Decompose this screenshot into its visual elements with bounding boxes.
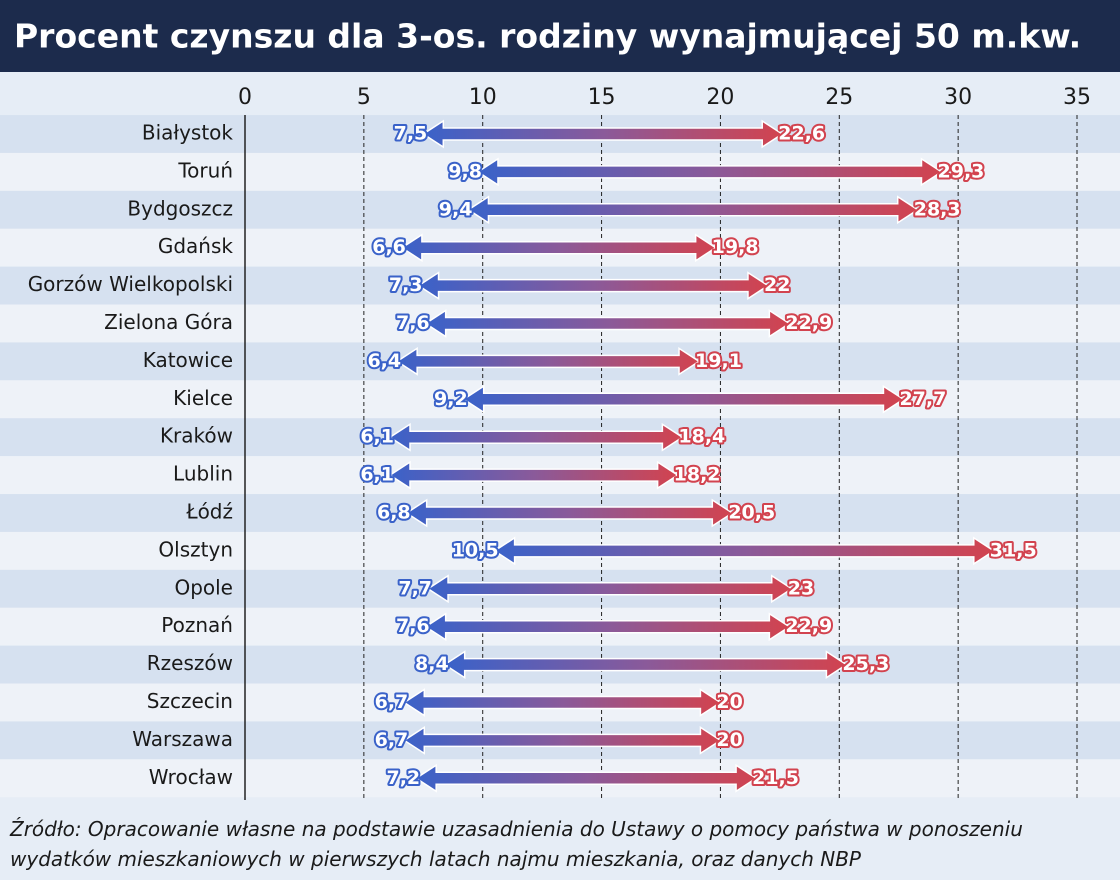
high-label: 27,7 [899, 388, 946, 410]
y-tick-label: Bydgoszcz [127, 196, 233, 220]
low-label: 7,6 [396, 312, 430, 334]
x-tick-label: 35 [1063, 85, 1091, 110]
range-arrow [417, 271, 770, 300]
range-arrow [424, 309, 791, 338]
low-label: 6,6 [372, 236, 406, 258]
low-label: 9,4 [439, 198, 473, 220]
y-tick-label: Białystok [142, 121, 234, 145]
high-label: 20 [716, 691, 742, 713]
high-label: 18,4 [678, 426, 725, 448]
y-tick-label: Kielce [173, 386, 233, 410]
low-label: 7,6 [396, 615, 430, 637]
range-arrow [467, 195, 920, 225]
x-tick-label: 10 [469, 85, 497, 110]
x-tick-label: 5 [357, 85, 371, 110]
title-bar [0, 0, 1120, 72]
y-tick-label: Lublin [173, 462, 233, 486]
y-tick-label: Katowice [143, 348, 233, 372]
y-tick-label: Toruń [177, 158, 233, 182]
range-arrow [424, 612, 791, 642]
range-arrow [400, 233, 718, 263]
high-label: 20 [716, 729, 742, 751]
high-label: 31,5 [990, 539, 1037, 561]
range-arrow [476, 157, 943, 187]
x-tick-label: 15 [588, 85, 616, 110]
low-label: 10,5 [452, 539, 499, 561]
y-tick-label: Łódź [185, 500, 233, 524]
source-note: Źródło: Opracowanie własne na podstawie … [10, 817, 1023, 871]
high-label: 19,8 [712, 236, 759, 258]
y-tick-label: Olsztyn [158, 537, 233, 561]
range-arrow [402, 726, 722, 755]
range-arrow [462, 384, 905, 414]
x-tick-label: 0 [238, 85, 252, 110]
y-tick-label: Gorzów Wielkopolski [28, 272, 233, 296]
low-label: 7,2 [386, 767, 420, 789]
low-label: 7,7 [398, 577, 432, 599]
range-arrow [414, 763, 758, 793]
y-tick-label: Rzeszów [147, 651, 233, 675]
low-label: 9,8 [448, 160, 482, 182]
low-label: 6,8 [377, 502, 411, 524]
low-label: 6,1 [360, 426, 394, 448]
range-arrow [402, 688, 722, 717]
low-label: 6,7 [375, 691, 409, 713]
y-tick-label: Gdańsk [158, 234, 234, 258]
high-label: 21,5 [752, 767, 799, 789]
y-tick-label: Kraków [160, 424, 233, 448]
y-tick-label: Opole [174, 575, 233, 599]
y-tick-label: Szczecin [147, 689, 233, 713]
range-arrow [405, 498, 734, 528]
x-tick-label: 30 [944, 85, 972, 110]
high-label: 28,3 [914, 198, 961, 220]
low-label: 9,2 [434, 388, 468, 410]
x-tick-label: 20 [706, 85, 734, 110]
low-label: 7,5 [394, 123, 428, 145]
y-tick-label: Zielona Góra [104, 310, 233, 334]
range-arrow [395, 347, 701, 376]
y-tick-label: Wrocław [149, 765, 233, 789]
low-label: 6,4 [367, 350, 401, 372]
range-arrow [421, 119, 784, 149]
range-arrow [426, 574, 794, 604]
high-label: 22,9 [785, 312, 832, 334]
high-label: 22,9 [785, 615, 832, 637]
low-label: 6,1 [360, 464, 394, 486]
range-arrow [388, 460, 680, 490]
high-label: 29,3 [938, 160, 985, 182]
high-label: 25,3 [842, 653, 889, 675]
high-label: 22 [764, 274, 790, 296]
range-arrow [388, 422, 684, 452]
y-tick-label: Warszawa [132, 727, 233, 751]
low-label: 8,4 [415, 653, 449, 675]
low-label: 7,3 [389, 274, 423, 296]
range-arrow [443, 650, 848, 679]
chart-title: Procent czynszu dla 3-os. rodziny wynajm… [14, 17, 1081, 56]
low-label: 6,7 [375, 729, 409, 751]
high-label: 22,6 [778, 123, 825, 145]
high-label: 20,5 [728, 502, 775, 524]
y-tick-label: Poznań [161, 613, 233, 637]
range-arrow [493, 536, 996, 566]
high-label: 23 [788, 577, 814, 599]
x-tick-label: 25 [825, 85, 853, 110]
high-label: 19,1 [695, 350, 742, 372]
high-label: 18,2 [674, 464, 721, 486]
